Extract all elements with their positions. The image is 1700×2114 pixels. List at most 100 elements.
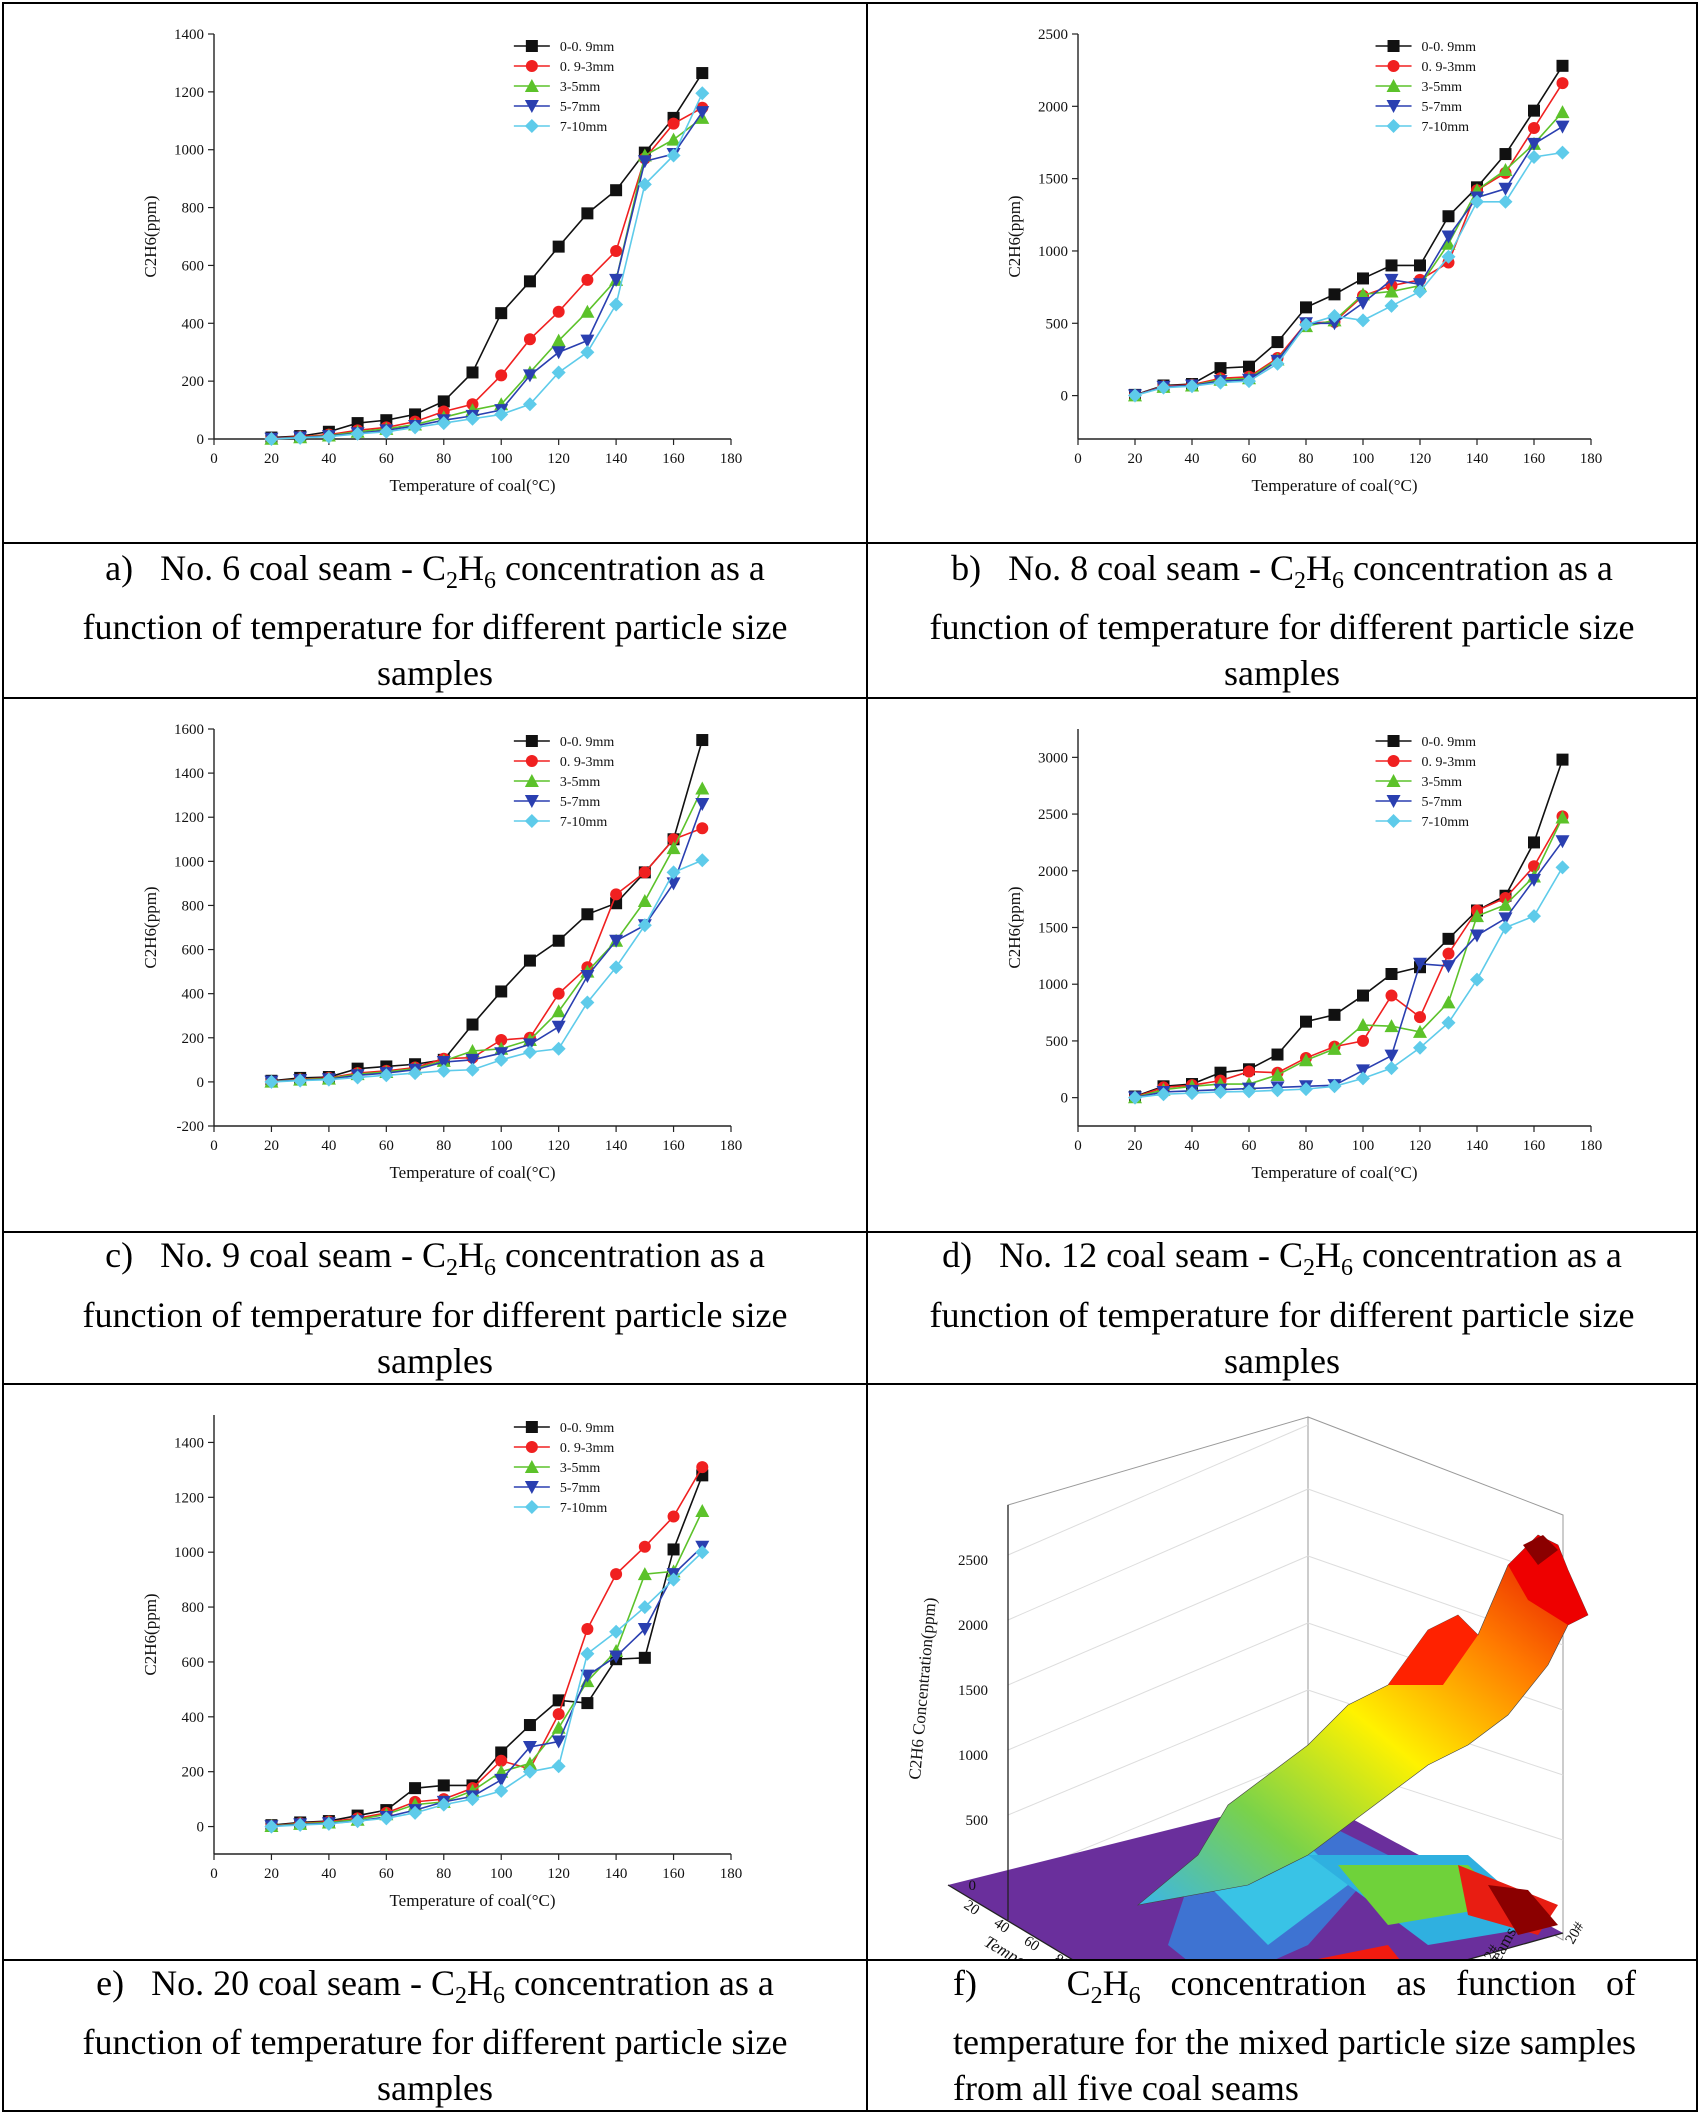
x-tick-label: 180 [1580, 1138, 1603, 1154]
data-point [1356, 1018, 1370, 1032]
data-point [1385, 259, 1398, 272]
x-axis-label: Temperature of coal(°C) [1251, 1163, 1417, 1182]
x-tick-label: 100 [490, 1866, 513, 1882]
data-point [522, 369, 537, 383]
data-point [696, 67, 709, 80]
data-point [408, 1066, 423, 1081]
data-point [666, 841, 681, 855]
y-axis-label: C2H6(ppm) [141, 1593, 160, 1675]
data-point [466, 366, 479, 379]
surface-z-tick: 1500 [958, 1683, 988, 1699]
y-tick-label: 1200 [174, 810, 204, 826]
legend-label: 5-7mm [560, 1481, 601, 1496]
x-tick-label: 140 [605, 1866, 628, 1882]
legend: 0-0. 9mm 0. 9-3mm 3-5mm 5-7mm 7-10mm [513, 40, 615, 135]
y-tick-label: 400 [182, 316, 205, 332]
data-point [1270, 1083, 1285, 1098]
data-point [321, 1816, 336, 1831]
series-1 [1129, 810, 1569, 1104]
data-point [522, 397, 537, 412]
series-line [271, 827, 703, 1083]
data-point [580, 1646, 595, 1661]
data-point [1441, 960, 1456, 974]
series-2 [264, 1504, 710, 1833]
series-3 [264, 1540, 710, 1834]
data-point [465, 1062, 480, 1077]
legend: 0-0. 9mm 0. 9-3mm 3-5mm 5-7mm 7-10mm [1375, 40, 1476, 135]
data-point [551, 1720, 566, 1734]
y-tick-label: 2500 [1038, 807, 1068, 823]
y-tick-label: 1000 [1038, 977, 1068, 993]
data-point [1441, 1015, 1456, 1030]
data-point [695, 106, 710, 120]
y-tick-label: 1200 [174, 85, 204, 101]
data-point [581, 207, 594, 220]
x-tick-label: 120 [547, 1138, 570, 1154]
data-point [580, 995, 595, 1010]
legend-label: 7-10mm [560, 1501, 608, 1516]
data-point [1498, 194, 1513, 209]
data-point [1527, 137, 1541, 151]
surface-y-tick: 20# [1563, 1919, 1588, 1947]
data-point [1384, 1019, 1399, 1033]
series-3 [264, 106, 710, 446]
surface-z-tick: 1000 [958, 1748, 988, 1764]
x-tick-label: 100 [1352, 451, 1375, 467]
legend-label: 0-0. 9mm [560, 40, 615, 55]
series-line [271, 72, 703, 439]
data-point [1356, 1064, 1370, 1078]
legend-marker [1387, 60, 1400, 72]
surface-z-tick: 500 [966, 1813, 989, 1829]
series-line [1134, 82, 1564, 396]
x-axis-label: Temperature of coal(°C) [389, 1891, 555, 1910]
data-point [522, 1756, 537, 1770]
x-tick-label: 0 [210, 1866, 218, 1882]
series-line [1134, 759, 1564, 1098]
data-point [437, 1779, 450, 1792]
caption-f: f) C2H6 concentration as function of tem… [868, 1959, 1696, 2110]
y-tick-label: 0 [197, 432, 205, 448]
data-point [551, 1735, 566, 1749]
series-3 [1128, 120, 1570, 403]
y-tick-label: 400 [182, 987, 205, 1003]
y-tick-label: 2500 [1038, 27, 1068, 43]
y-tick-label: 1200 [174, 1490, 204, 1506]
chart-a: 0 200 400 600 800 1000 1200 1400 0 20 40 60 80 100 120… [141, 27, 742, 495]
legend-marker [524, 814, 539, 828]
data-point [1470, 194, 1484, 209]
legend-marker [1386, 79, 1401, 92]
legend-label: 0-0. 9mm [1422, 735, 1477, 750]
data-point [696, 822, 709, 835]
panel-d: 0 500 1000 1500 2000 2500 3000 0 20 40 60 80 100 120 1… [866, 697, 1698, 1385]
x-tick-label: 80 [436, 1866, 451, 1882]
data-point [264, 1819, 279, 1834]
legend: 0-0. 9mm 0. 9-3mm 3-5mm 5-7mm 7-10mm [513, 735, 614, 830]
legend-label: 5-7mm [1422, 795, 1463, 810]
data-point [1300, 1015, 1312, 1028]
x-tick-label: 60 [379, 1866, 394, 1882]
chart-d: 0 500 1000 1500 2000 2500 3000 0 20 40 60 80 100 120 1… [1005, 729, 1603, 1182]
chart-f-surface: 0 500 1000 1500 2000 2500 20 40 60 80 10… [905, 1416, 1589, 2049]
legend-label: 7-10mm [1422, 815, 1470, 830]
data-point [666, 1572, 681, 1587]
x-axis-label: Temperature of coal(°C) [389, 1163, 555, 1182]
x-tick-label: 140 [605, 451, 628, 467]
series-4 [264, 1545, 710, 1834]
data-point [264, 1074, 279, 1089]
legend-marker [525, 1441, 538, 1453]
data-point [1243, 1065, 1255, 1078]
data-point [523, 333, 536, 346]
legend-label: 0. 9-3mm [1422, 755, 1477, 770]
legend-marker [525, 735, 538, 747]
data-point [408, 420, 423, 435]
data-point [1555, 835, 1570, 849]
data-point [436, 1056, 451, 1070]
data-point [551, 346, 566, 360]
y-tick-label: 1000 [174, 854, 204, 870]
data-point [609, 1624, 624, 1639]
x-tick-label: 160 [662, 451, 685, 467]
data-point [1128, 1090, 1142, 1105]
y-tick-label: 1000 [1038, 244, 1068, 260]
data-point [408, 1805, 423, 1820]
x-tick-label: 80 [1299, 451, 1314, 467]
